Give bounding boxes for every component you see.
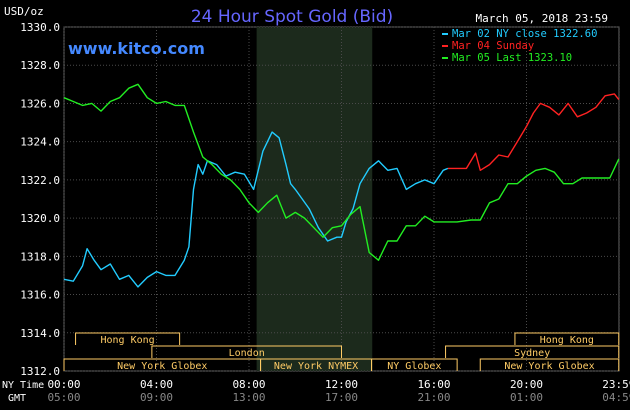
x-tick-gmt: 09:00: [140, 391, 173, 404]
x-tick-gmt: 01:00: [510, 391, 543, 404]
market-bar: [514, 332, 620, 345]
y-tick-label: 1322.0: [20, 174, 60, 187]
x-tick-ny: 20:00: [510, 378, 543, 391]
gmt-label: GMT: [8, 393, 26, 404]
market-label: Hong Kong: [101, 335, 155, 346]
legend-label: Mar 05 Last 1323.10: [452, 52, 572, 64]
unit-label: USD/oz: [4, 5, 44, 18]
y-tick-label: 1330.0: [20, 21, 60, 34]
y-tick-label: 1320.0: [20, 212, 60, 225]
market-bar: [151, 345, 342, 358]
series-line-3: [63, 83, 620, 261]
date-label: March 05, 2018 23:59: [476, 12, 608, 25]
x-tick-ny: 12:00: [325, 378, 358, 391]
x-tick-gmt: 21:00: [417, 391, 450, 404]
x-tick-gmt: 05:00: [47, 391, 80, 404]
chart-title: 24 Hour Spot Gold (Bid): [191, 7, 393, 27]
y-tick-label: 1318.0: [20, 250, 60, 263]
y-tick-label: 1326.0: [20, 97, 60, 110]
session-shade: [256, 27, 373, 371]
market-label: New York Globex: [117, 361, 207, 372]
y-tick-label: 1316.0: [20, 289, 60, 302]
market-label: New York Globex: [504, 361, 594, 372]
x-axis-ticks: 00:00 04:00 08:00 12:00 16:00 20:00 23:59 05:00…: [47, 378, 630, 404]
x-tick-gmt: 13:00: [232, 391, 265, 404]
market-hours-bars: Hong Kong London New York Globex New York N…: [63, 332, 620, 372]
x-tick-ny: 04:00: [140, 378, 173, 391]
ny-time-label: NY Time: [2, 380, 44, 391]
x-tick-ny: 23:59: [602, 378, 630, 391]
site-label: www.kitco.com: [68, 39, 205, 58]
x-tick-ny: 08:00: [232, 378, 265, 391]
market-label: Sydney: [514, 348, 550, 359]
series-lines: [63, 83, 620, 288]
x-tick-gmt: 17:00: [325, 391, 358, 404]
market-label: Hong Kong: [540, 335, 594, 346]
market-bar: [479, 358, 620, 371]
market-label: New York NYMEX: [274, 361, 358, 372]
y-axis-ticks: 1312.0 1314.0 1316.0 1318.0 1320.0 1322.0 1324…: [20, 21, 60, 378]
market-bar: [371, 358, 458, 371]
market-bar: [75, 332, 181, 345]
y-tick-label: 1312.0: [20, 365, 60, 378]
y-tick-label: 1314.0: [20, 327, 60, 340]
market-label: London: [229, 348, 265, 359]
legend-label: Mar 04 Sunday: [452, 40, 534, 52]
grid: [63, 26, 620, 372]
market-bar: [445, 345, 620, 358]
y-tick-label: 1324.0: [20, 136, 60, 149]
market-label: NY Globex: [387, 361, 441, 372]
y-tick-label: 1328.0: [20, 59, 60, 72]
series-line-1: [63, 131, 449, 288]
x-tick-gmt: 04:59: [602, 391, 630, 404]
x-tick-ny: 16:00: [417, 378, 450, 391]
x-tick-ny: 00:00: [47, 378, 80, 391]
legend-label: Mar 02 NY close 1322.60: [452, 28, 597, 40]
series-line-2: [447, 93, 620, 172]
nymex-session-shade: [256, 27, 373, 371]
